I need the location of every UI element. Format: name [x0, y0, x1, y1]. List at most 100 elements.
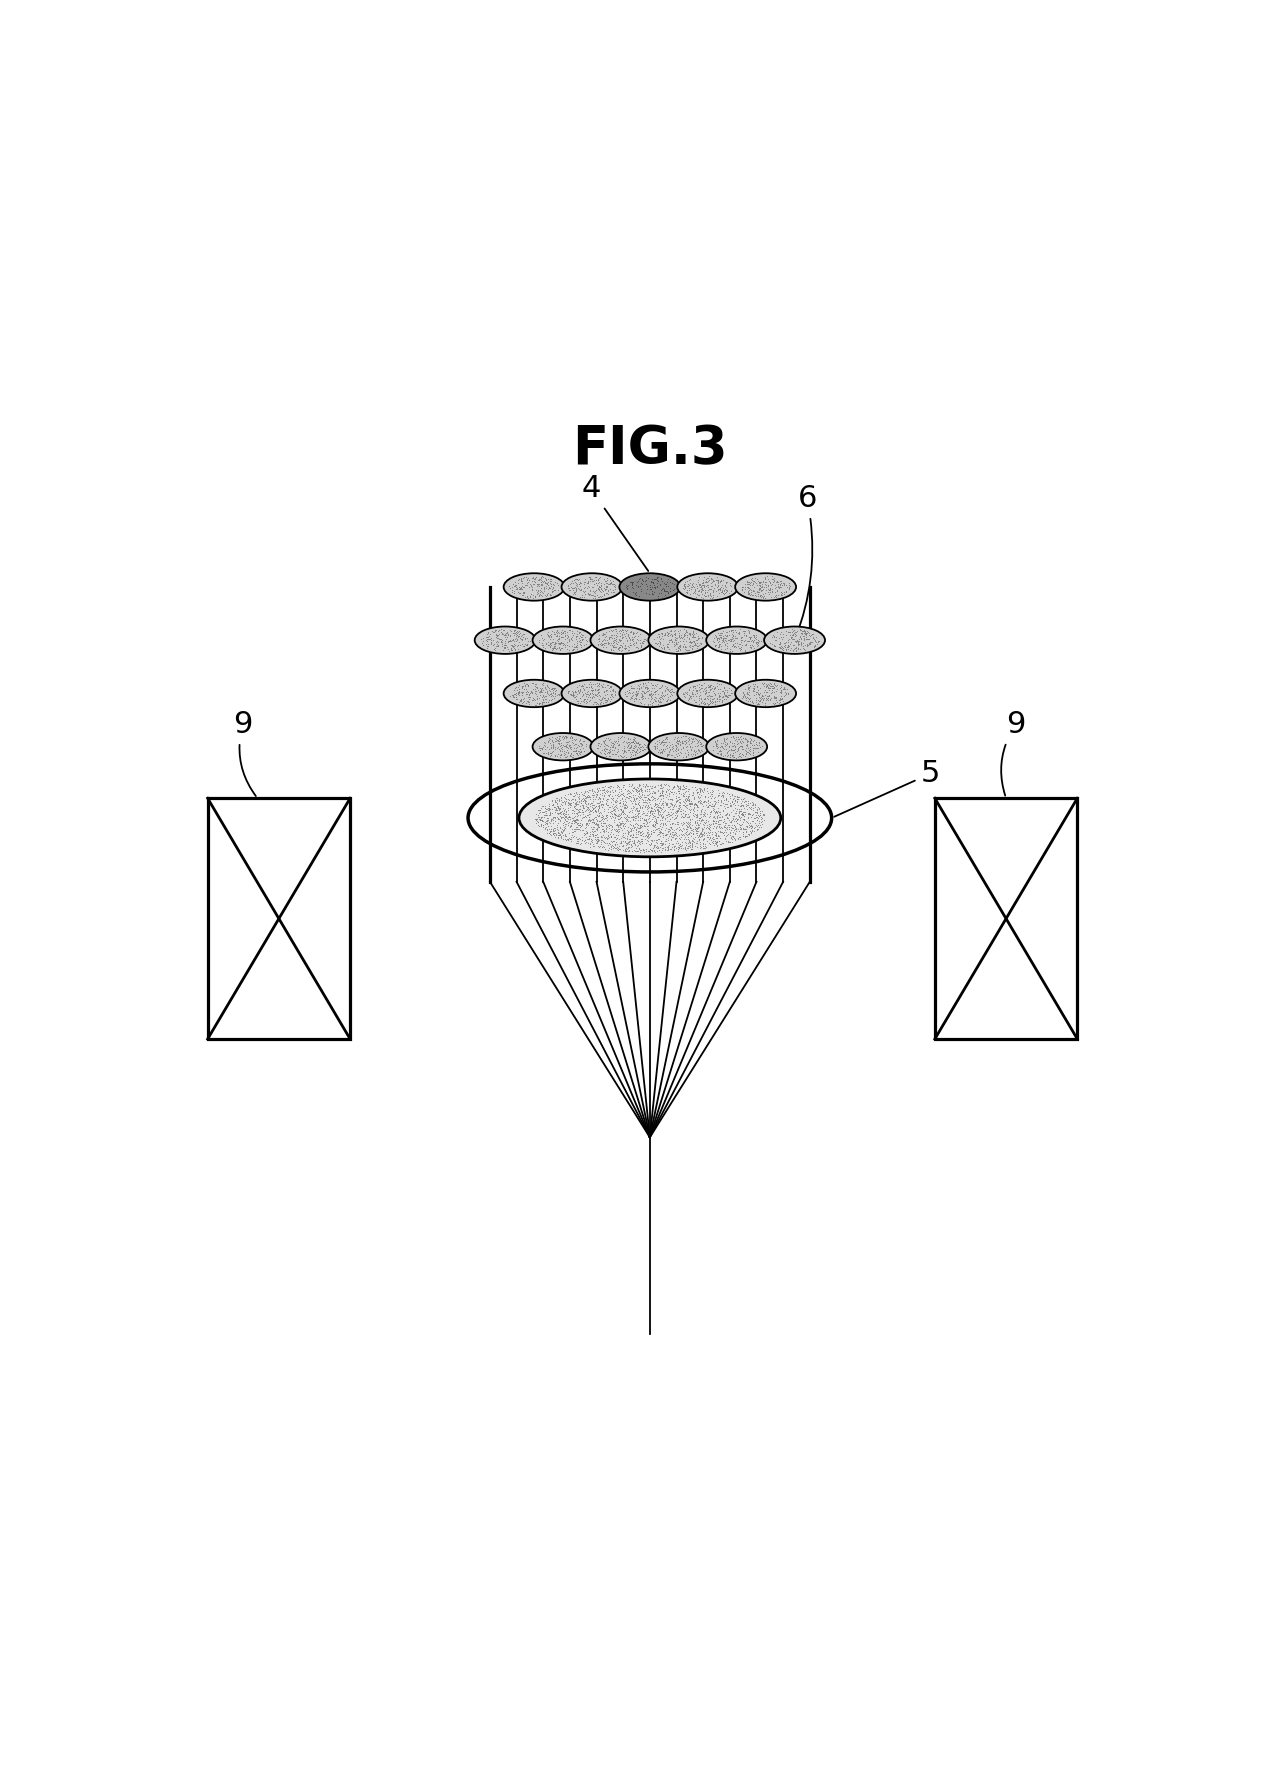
Point [724, 725, 744, 753]
Point [683, 801, 704, 830]
Point [626, 818, 647, 846]
Point [727, 807, 747, 835]
Point [573, 675, 593, 703]
Point [650, 796, 671, 825]
Point [701, 784, 721, 812]
Point [716, 784, 737, 812]
Point [533, 682, 553, 710]
Point [530, 569, 550, 598]
Point [677, 571, 697, 600]
Point [567, 798, 587, 826]
Point [718, 680, 738, 709]
Point [579, 566, 600, 594]
Point [538, 680, 558, 709]
Point [522, 685, 543, 714]
Point [725, 734, 746, 762]
Point [747, 816, 767, 844]
Point [681, 628, 701, 657]
Point [737, 569, 757, 598]
Point [577, 818, 597, 846]
Point [567, 794, 587, 823]
Point [614, 798, 634, 826]
Point [666, 778, 686, 807]
Point [618, 571, 638, 600]
Point [514, 619, 534, 648]
Point [744, 814, 765, 843]
Point [643, 776, 663, 805]
Point [765, 575, 785, 603]
Point [639, 680, 659, 709]
Point [675, 569, 695, 598]
Point [653, 575, 673, 603]
Point [629, 734, 649, 762]
Point [723, 621, 743, 650]
Point [762, 678, 782, 707]
Point [654, 830, 675, 859]
Point [578, 789, 598, 818]
Point [619, 798, 639, 826]
Point [576, 823, 596, 851]
Point [680, 627, 700, 655]
Point [576, 819, 596, 848]
Point [560, 785, 581, 814]
Point [737, 621, 757, 650]
Point [621, 682, 642, 710]
Point [552, 628, 572, 657]
Point [540, 580, 560, 609]
Point [739, 726, 760, 755]
Point [560, 625, 581, 653]
Point [638, 819, 658, 848]
Point [702, 627, 723, 655]
Point [630, 805, 650, 834]
Point [687, 809, 708, 837]
Point [631, 575, 652, 603]
Point [630, 794, 650, 823]
Point [564, 734, 585, 762]
Point [569, 734, 590, 762]
Point [544, 577, 564, 605]
Point [756, 571, 776, 600]
Point [571, 805, 591, 834]
Point [652, 778, 672, 807]
Point [512, 619, 533, 648]
Point [634, 625, 654, 653]
Point [512, 573, 533, 602]
Point [656, 789, 676, 818]
Point [588, 825, 609, 853]
Point [714, 741, 734, 769]
Point [748, 680, 768, 709]
Point [667, 637, 687, 666]
Point [715, 818, 735, 846]
Point [588, 675, 609, 703]
Point [530, 798, 550, 826]
Point [667, 823, 687, 851]
Point [569, 618, 590, 646]
Point [604, 677, 624, 705]
Point [637, 826, 657, 855]
Point [587, 823, 607, 851]
Point [620, 798, 640, 826]
Point [661, 625, 681, 653]
Point [586, 793, 606, 821]
Point [649, 684, 670, 712]
Point [672, 810, 692, 839]
Point [610, 785, 630, 814]
Point [654, 582, 675, 610]
Point [539, 573, 559, 602]
Point [644, 732, 664, 760]
Point [527, 809, 548, 837]
Point [549, 680, 569, 709]
Point [741, 818, 761, 846]
Point [714, 673, 734, 702]
Point [541, 821, 562, 850]
Point [702, 677, 723, 705]
Point [685, 623, 705, 652]
Point [730, 816, 751, 844]
Point [600, 682, 620, 710]
Point [609, 801, 629, 830]
Point [715, 809, 735, 837]
Point [668, 775, 689, 803]
Point [658, 578, 678, 607]
Point [582, 793, 602, 821]
Point [685, 796, 705, 825]
